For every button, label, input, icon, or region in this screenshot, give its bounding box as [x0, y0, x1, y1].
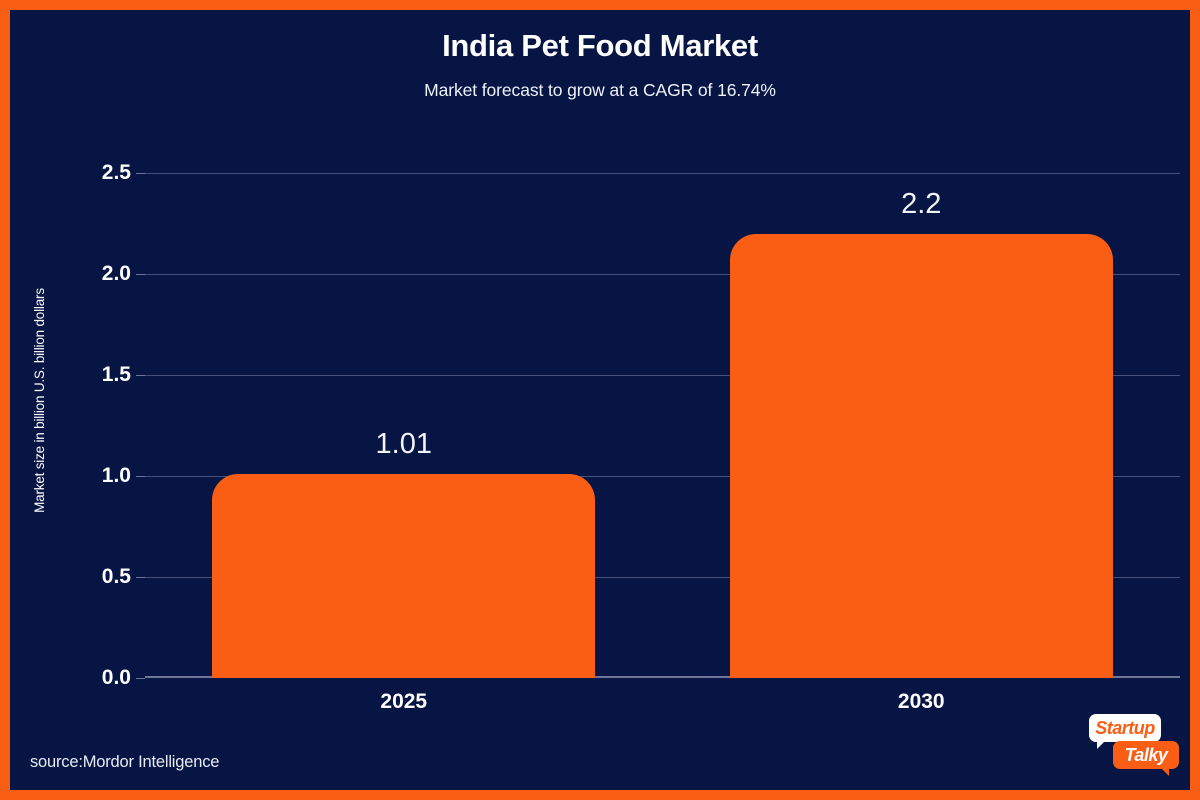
- chart-subtitle: Market forecast to grow at a CAGR of 16.…: [424, 80, 776, 100]
- chart-title: India Pet Food Market: [442, 28, 758, 63]
- bar-2030[interactable]: [729, 233, 1113, 678]
- y-tick-mark: [136, 173, 145, 175]
- y-tick-label: 2.5: [101, 161, 131, 185]
- y-tick-label: 1.0: [101, 464, 131, 488]
- chart-canvas: India Pet Food Market Market forecast to…: [10, 10, 1190, 790]
- y-tick-mark: [136, 678, 145, 679]
- gridline: [145, 476, 1180, 478]
- y-tick-mark: [136, 476, 145, 478]
- source-note: source:Mordor Intelligence: [30, 753, 220, 771]
- bar-value-label: 2.2: [901, 187, 942, 220]
- logo-bubble-talky: Talky: [1113, 741, 1179, 776]
- gridline: [145, 577, 1180, 579]
- x-tick-label-2025: 2025: [380, 690, 428, 713]
- gridline: [145, 375, 1180, 377]
- x-tick-label-2030: 2030: [897, 690, 945, 713]
- y-tick-label: 0.0: [101, 666, 131, 689]
- x-axis-line: [145, 676, 1180, 678]
- gridline: [145, 173, 1180, 175]
- bar-value-label: 1.01: [375, 428, 432, 461]
- y-tick-mark: [136, 375, 145, 377]
- y-tick-label: 2.0: [101, 262, 131, 286]
- bar-2025[interactable]: [212, 474, 596, 678]
- y-tick-mark: [136, 274, 145, 276]
- gridline: [145, 274, 1180, 276]
- logo-bubble-startup: Startup: [1089, 714, 1161, 749]
- startuptalky-logo: Startup Talky: [1089, 712, 1181, 776]
- y-axis-title: Market size in billion U.S. billion doll…: [24, 10, 54, 790]
- y-axis-title-text: Market size in billion U.S. billion doll…: [31, 287, 47, 513]
- y-tick-mark: [136, 577, 145, 579]
- logo-text-talky: Talky: [1124, 744, 1168, 765]
- y-tick-label: 0.5: [101, 565, 131, 589]
- logo-text-startup: Startup: [1095, 717, 1155, 738]
- plot-area: 0.0 0.5 1.0 1.5 2.0 2.5 1.01 2025 2.2 2030: [102, 143, 1180, 713]
- y-tick-label: 1.5: [101, 363, 131, 387]
